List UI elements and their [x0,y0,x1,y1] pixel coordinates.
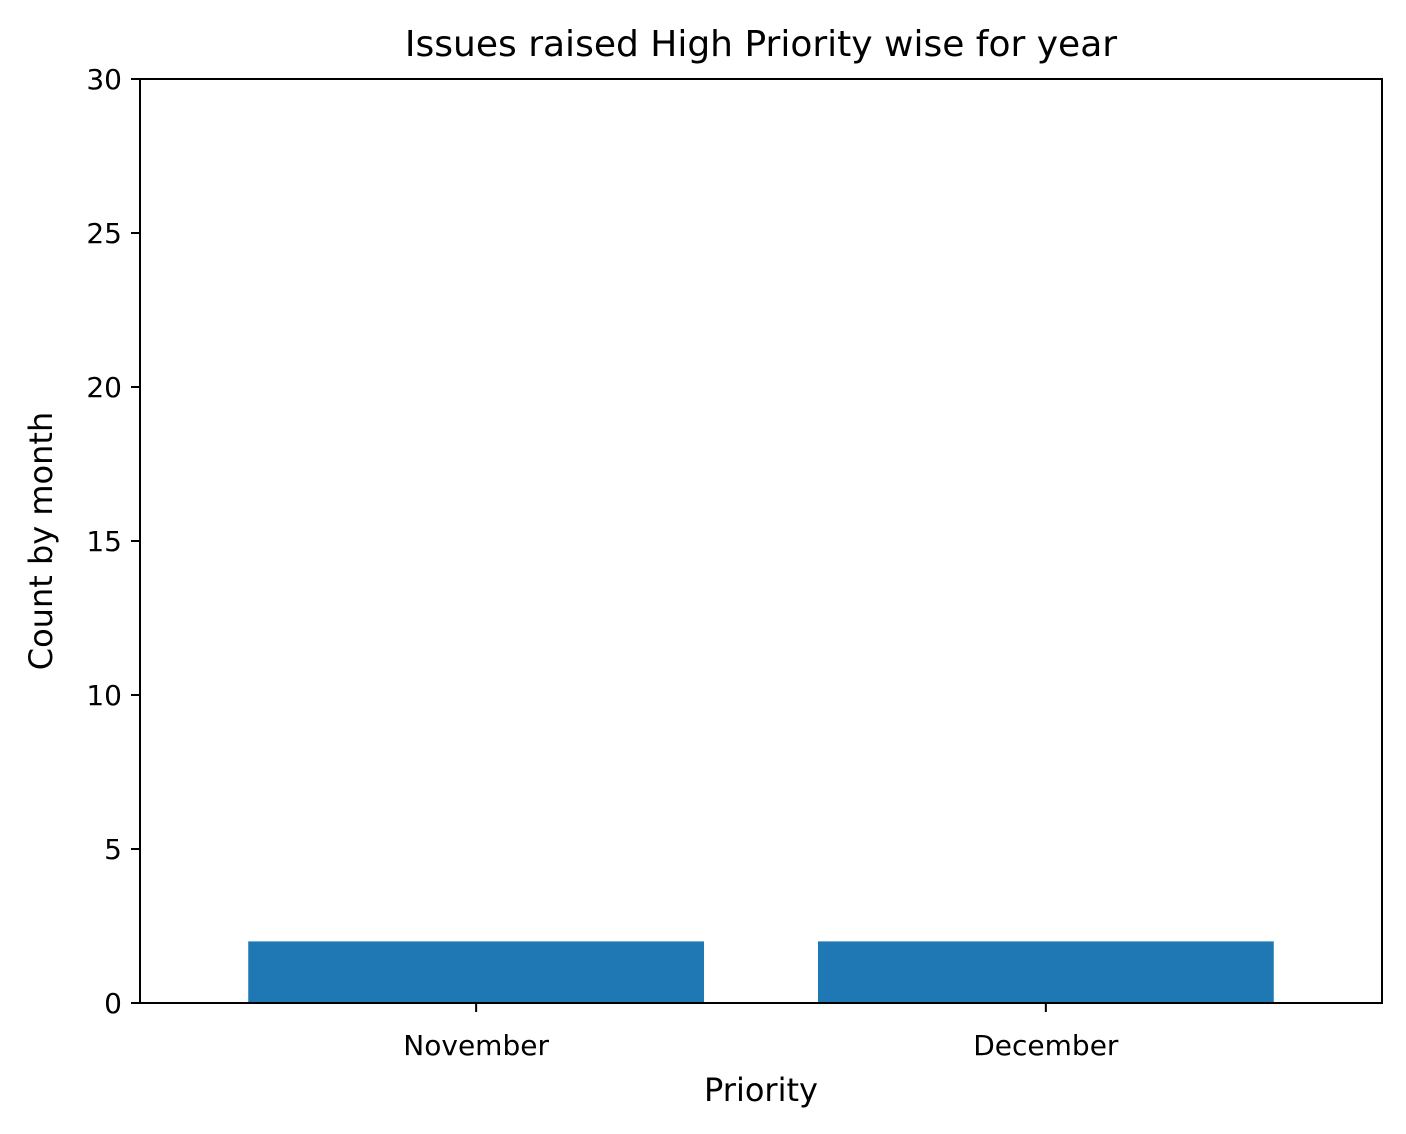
chart-title: Issues raised High Priority wise for yea… [405,24,1117,65]
plot-area: November December 0 5 10 15 20 25 30 [86,63,1274,1062]
y-tick-label: 10 [86,679,122,712]
y-axis-label: Count by month [22,412,60,670]
plot-frame [139,78,1383,1004]
y-tick-label: 5 [104,833,122,866]
y-tick-label: 15 [86,525,122,558]
y-tick-label: 20 [86,371,122,404]
x-tick-label: December [973,1029,1119,1062]
y-tick-label: 0 [104,987,122,1020]
bar-december [817,941,1274,1003]
y-tick-label: 30 [86,63,122,96]
x-tick-label: November [403,1029,549,1062]
x-axis-label: Priority [704,1071,818,1109]
bar-november [248,941,705,1003]
y-tick-label: 25 [86,217,122,250]
